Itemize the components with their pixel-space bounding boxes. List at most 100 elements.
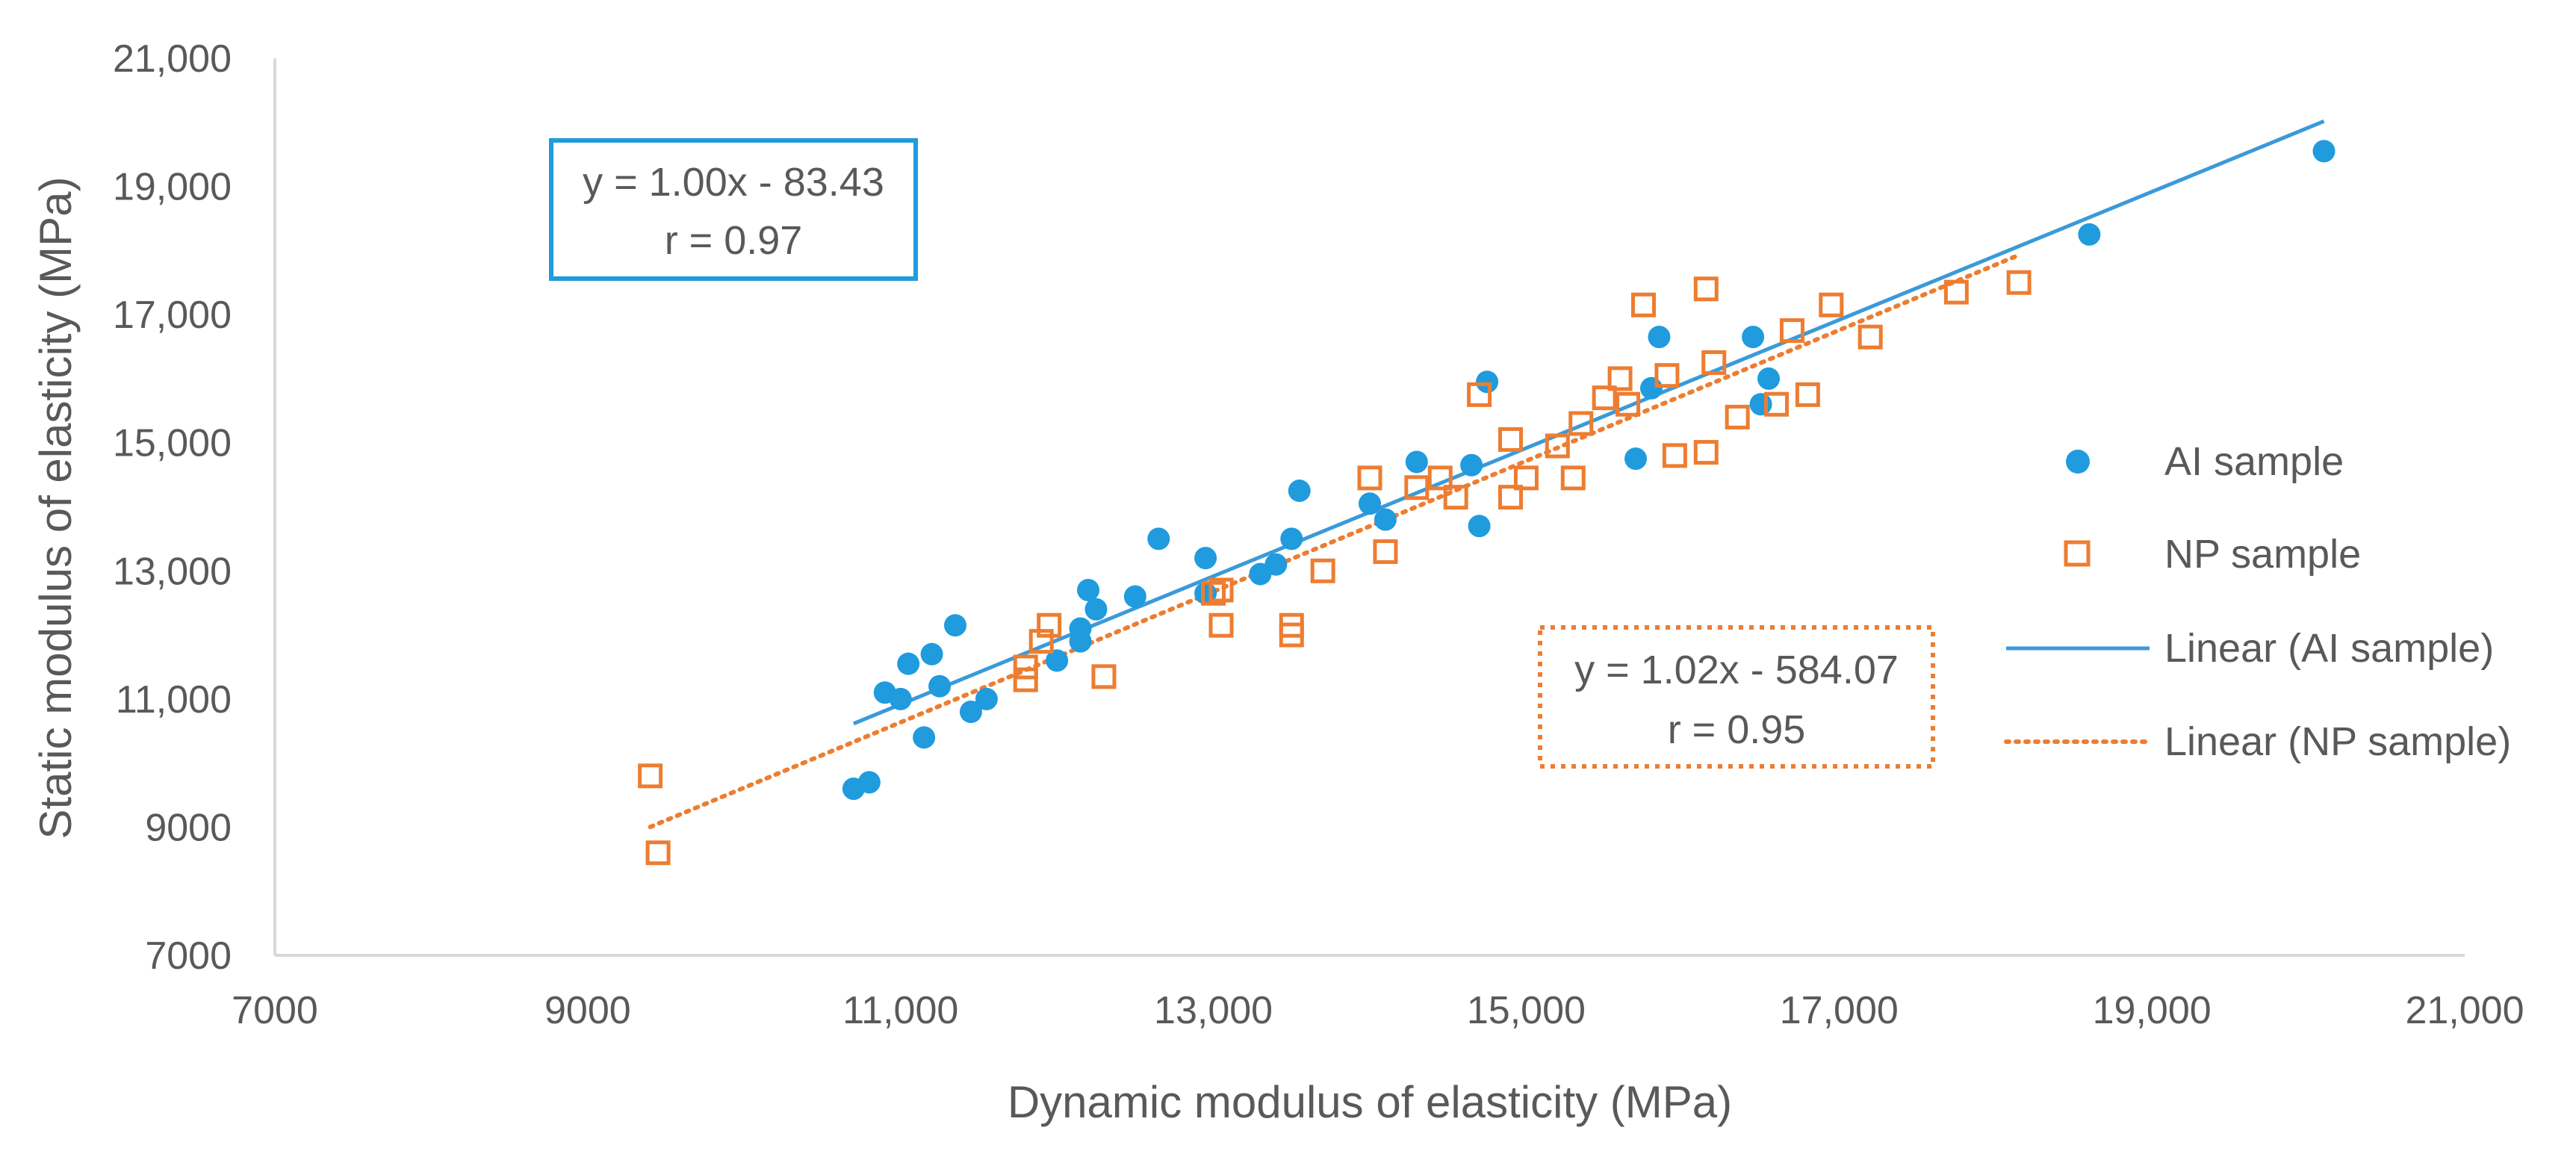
ai-sample-point <box>1405 450 1428 474</box>
np-sample-point <box>1208 612 1234 638</box>
legend-linear-np-label: Linear (NP sample) <box>2164 719 2511 764</box>
y-tick-label: 7000 <box>145 934 232 978</box>
ai-sample-point <box>944 614 967 637</box>
y-tick-labels: 7000 9000 11,000 13,000 15,000 17,000 19,000 21… <box>113 37 232 978</box>
x-tick-label: 21,000 <box>2405 989 2524 1032</box>
np-sample-point <box>1616 391 1641 417</box>
np-equation-frame <box>1538 625 1935 769</box>
x-axis-title: Dynamic modulus of elasticity (MPa) <box>1008 1077 1732 1127</box>
trendline-np-sample <box>648 252 2022 830</box>
legend-np-marker <box>2064 540 2091 567</box>
np-sample-point <box>1037 612 1062 638</box>
ai-equation-box: y = 1.00x - 83.43 r = 0.97 <box>549 138 918 281</box>
np-sample-point <box>1943 279 1969 305</box>
ai-sample-point <box>1468 515 1491 538</box>
x-tick-label: 13,000 <box>1154 989 1273 1032</box>
x-tick-label: 7000 <box>232 989 318 1032</box>
y-tick-label: 21,000 <box>113 37 232 81</box>
x-tick-labels: 7000 9000 11,000 13,000 15,000 17,000 19,000 21… <box>232 989 2524 1032</box>
ai-sample-point <box>1374 508 1397 531</box>
ai-sample-point <box>1046 649 1069 672</box>
ai-sample-point <box>1648 326 1671 349</box>
np-correlation-text: r = 0.95 <box>1668 707 1806 752</box>
ai-sample-point <box>1476 370 1499 394</box>
ai-sample-point <box>1264 553 1288 576</box>
np-sample-point <box>1357 465 1382 491</box>
np-sample-point <box>1279 622 1304 648</box>
np-sample-point <box>1513 465 1539 491</box>
x-tick-label: 9000 <box>544 989 631 1032</box>
np-equation-text: y = 1.02x - 584.07 <box>1574 648 1899 692</box>
np-sample-point <box>1560 465 1586 491</box>
y-tick-label: 19,000 <box>113 166 232 209</box>
ai-sample-point <box>920 642 943 666</box>
np-sample-point <box>1764 391 1790 417</box>
ai-sample-point <box>1624 447 1648 471</box>
np-sample-point <box>1404 475 1430 500</box>
ai-sample-point <box>1077 579 1100 602</box>
ai-sample-point <box>2312 140 2336 163</box>
ai-sample-point <box>2078 223 2101 246</box>
np-sample-point <box>1310 558 1335 583</box>
ai-sample-point <box>959 701 982 724</box>
np-sample-point <box>1693 440 1719 465</box>
ai-sample-point <box>1069 630 1092 653</box>
np-sample-point <box>1568 411 1594 436</box>
np-sample-point <box>1201 580 1226 606</box>
np-sample-point <box>1662 443 1687 468</box>
x-tick-label: 17,000 <box>1780 989 1899 1032</box>
np-sample-point <box>645 840 671 866</box>
x-tick-label: 11,000 <box>842 989 958 1032</box>
np-sample-point <box>638 763 663 789</box>
ai-sample-point <box>1359 492 1381 515</box>
np-sample-point <box>1498 485 1523 510</box>
legend-ai-marker <box>2066 450 2090 474</box>
legend-linear-ai-label: Linear (AI sample) <box>2164 626 2494 671</box>
np-sample-point <box>1091 664 1117 689</box>
np-sample-point <box>1725 404 1750 429</box>
np-sample-point <box>1779 318 1804 344</box>
np-sample-point <box>1701 350 1727 375</box>
ai-sample-point <box>1194 547 1217 570</box>
np-sample-point <box>1857 324 1883 350</box>
np-sample-point <box>1795 382 1820 407</box>
ai-sample-point <box>975 687 998 710</box>
np-sample-point <box>1013 654 1038 680</box>
np-sample-point <box>1819 292 1844 317</box>
ai-sample-point <box>928 674 952 698</box>
ai-correlation-text: r = 0.97 <box>665 218 803 263</box>
ai-sample-point <box>1147 527 1170 550</box>
legend-item-ai-sample: AI sample <box>2066 439 2344 484</box>
np-sample-point <box>1631 292 1656 317</box>
y-axis-title: Static modulus of elasticity (MPa) <box>31 177 81 840</box>
ai-sample-point <box>897 652 920 675</box>
ai-sample-point <box>1288 480 1311 503</box>
legend-ai-label: AI sample <box>2164 439 2344 484</box>
np-sample-point <box>1545 433 1570 459</box>
np-sample-point <box>1467 382 1492 407</box>
ai-sample-point <box>1280 527 1303 550</box>
trendlines <box>648 120 2325 830</box>
ai-sample-point <box>1084 598 1108 621</box>
legend-item-linear-np: Linear (NP sample) <box>2004 719 2511 764</box>
np-equation-box: y = 1.02x - 584.07 r = 0.95 <box>1538 625 1935 769</box>
ai-equation-text: y = 1.00x - 83.43 <box>583 160 884 205</box>
ai-sample-point <box>1742 326 1765 349</box>
ai-sample-point <box>857 771 881 794</box>
ai-sample-point <box>1757 367 1781 390</box>
ai-sample-point <box>913 726 936 749</box>
y-tick-label: 9000 <box>145 806 232 849</box>
y-tick-label: 11,000 <box>116 678 232 722</box>
np-sample-point <box>1592 385 1617 411</box>
np-sample-point <box>1498 426 1523 452</box>
np-sample-point <box>1373 539 1398 565</box>
np-sample-point <box>1654 363 1680 388</box>
np-sample-point <box>1208 577 1234 603</box>
ai-sample-point <box>1123 585 1146 608</box>
np-sample-point <box>1427 465 1453 491</box>
legend-item-np-sample: NP sample <box>2064 532 2361 577</box>
y-tick-label: 17,000 <box>113 294 232 337</box>
y-tick-label: 13,000 <box>113 550 232 593</box>
legend-np-label: NP sample <box>2164 532 2361 577</box>
